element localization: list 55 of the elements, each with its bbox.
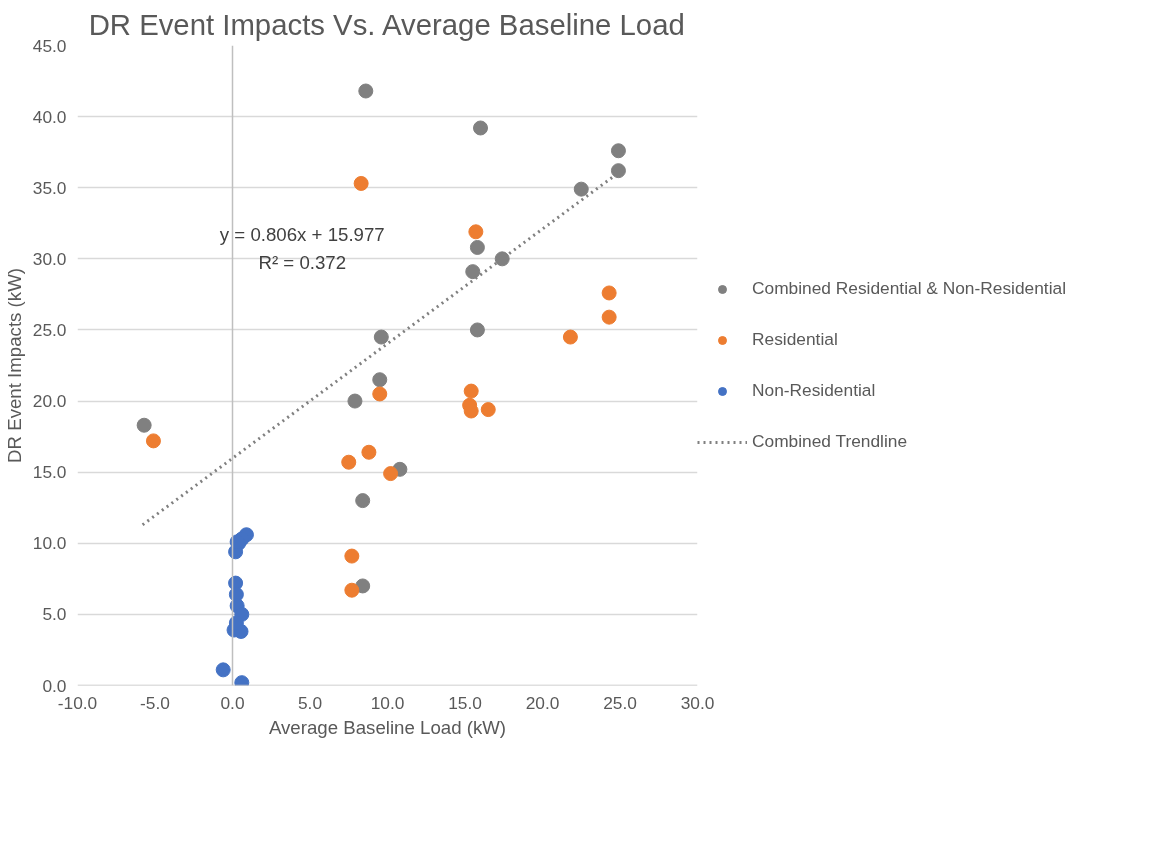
point	[372, 372, 388, 388]
point	[361, 444, 377, 460]
y-tick-label: 25.0	[32, 319, 67, 340]
point	[373, 329, 389, 345]
point	[601, 285, 617, 301]
x-tick-label: -5.0	[140, 692, 170, 713]
point	[469, 239, 485, 255]
point	[372, 386, 388, 402]
point	[145, 433, 161, 449]
point	[355, 493, 371, 509]
point	[463, 383, 479, 399]
point	[383, 466, 399, 482]
point	[347, 393, 363, 409]
x-tick-label: 5.0	[297, 692, 323, 713]
point	[344, 548, 360, 564]
point	[465, 264, 481, 280]
point	[494, 251, 510, 267]
x-axis-title: Average Baseline Load (kW)	[268, 716, 507, 738]
legend-label: Residential	[752, 329, 838, 350]
point	[480, 402, 496, 418]
x-tick-label: 20.0	[525, 692, 560, 713]
y-tick-label: 45.0	[32, 35, 67, 56]
y-tick-label: 10.0	[32, 533, 67, 554]
point	[601, 309, 617, 325]
point	[562, 329, 578, 345]
y-tick-label: 20.0	[32, 391, 67, 412]
point	[469, 322, 485, 338]
chart-title: DR Event Impacts Vs. Average Baseline Load	[88, 7, 685, 41]
point	[358, 83, 374, 99]
x-tick-label: 10.0	[370, 692, 405, 713]
x-tick-label: 30.0	[680, 692, 715, 713]
y-tick-label: 5.0	[42, 604, 67, 625]
point	[215, 662, 231, 678]
annotation: R² = 0.372	[258, 252, 347, 274]
x-tick-label: 15.0	[448, 692, 482, 713]
point	[136, 417, 152, 433]
legend-label: Combined Residential & Non-Residential	[752, 278, 1066, 299]
point	[573, 181, 589, 197]
point	[344, 582, 360, 598]
y-axis-title: DR Event Impacts (kW)	[3, 268, 25, 463]
y-tick-label: 15.0	[32, 462, 67, 483]
point	[473, 120, 488, 136]
legend-label: Combined Trendline	[752, 431, 908, 452]
annotation: y = 0.806x + 15.977	[219, 223, 385, 245]
legend-label: Non-Residential	[752, 380, 876, 401]
point	[353, 175, 369, 191]
x-tick-label: 25.0	[603, 692, 637, 713]
y-tick-label: 40.0	[32, 106, 67, 127]
point	[610, 163, 626, 179]
y-tick-label: 30.0	[32, 248, 67, 269]
x-tick-label: 0.0	[220, 692, 245, 713]
point	[341, 454, 357, 470]
point	[468, 224, 484, 240]
point	[610, 143, 626, 159]
y-tick-label: 35.0	[32, 177, 67, 198]
